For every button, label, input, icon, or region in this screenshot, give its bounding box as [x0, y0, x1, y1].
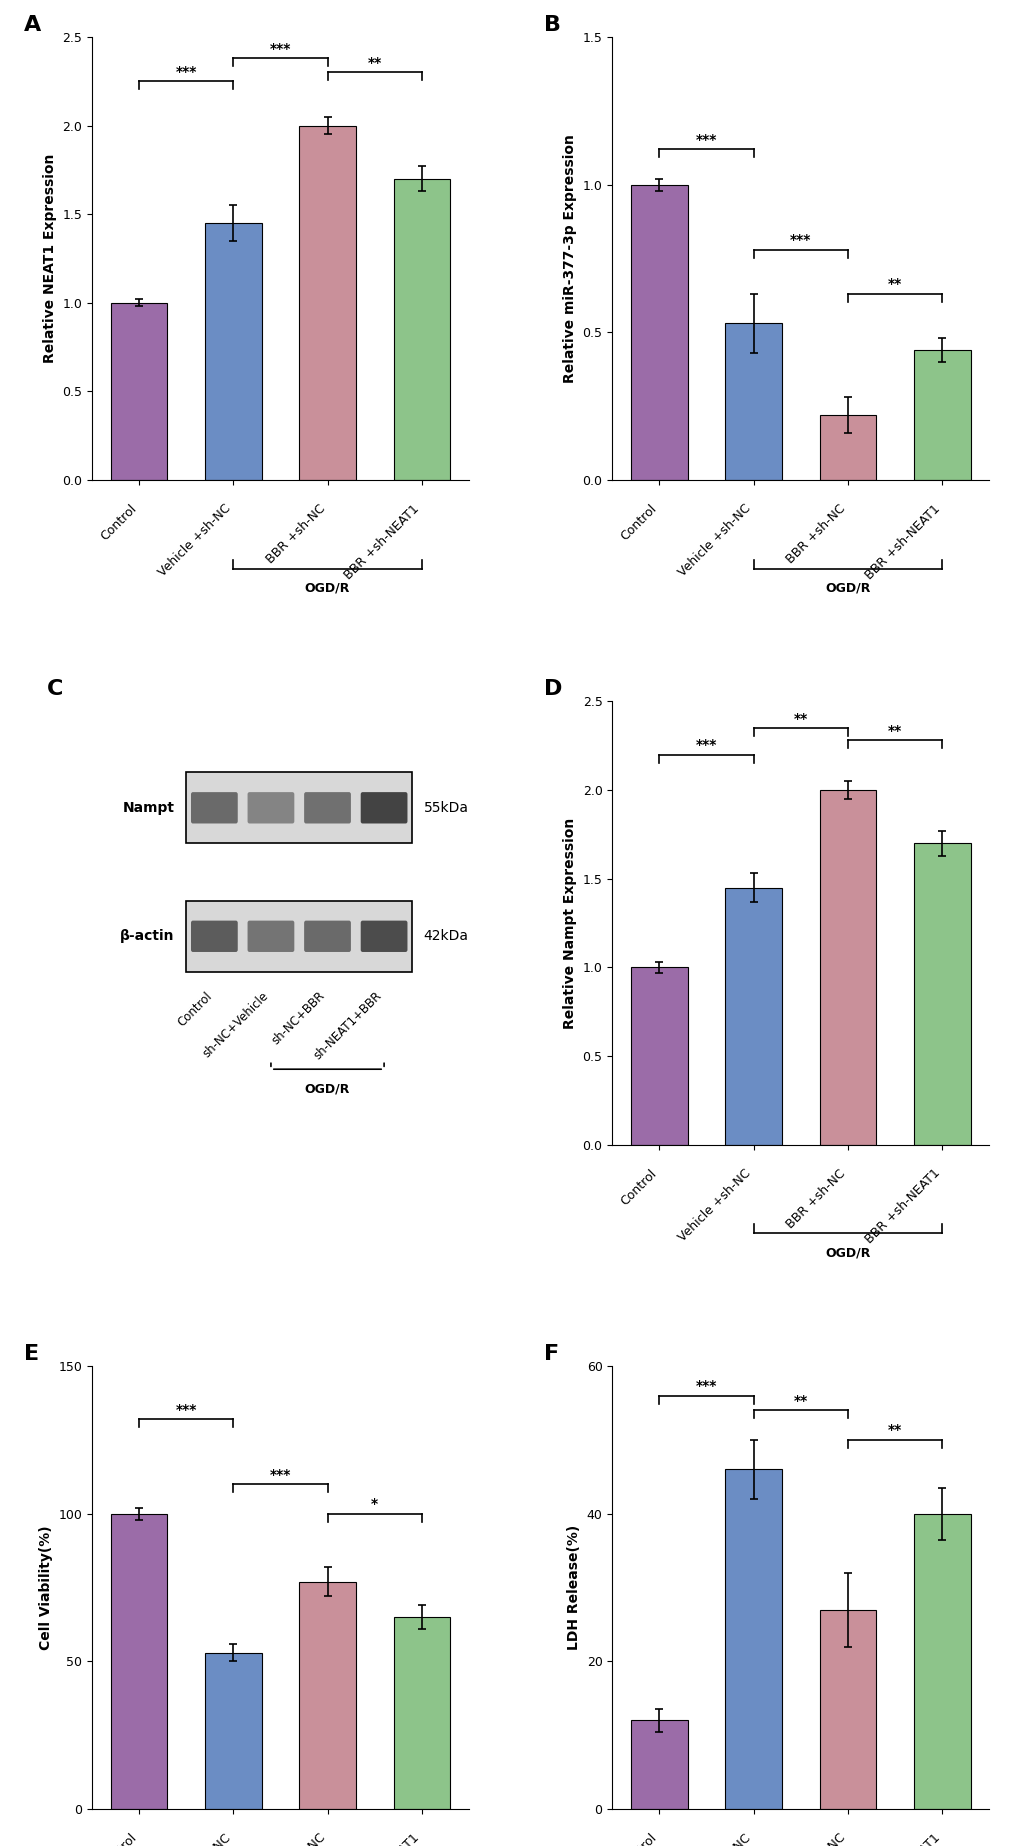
Text: ***: ***: [790, 233, 811, 247]
FancyBboxPatch shape: [304, 921, 351, 953]
Text: BBR +sh-NEAT1: BBR +sh-NEAT1: [862, 1167, 942, 1246]
Text: C: C: [47, 679, 63, 700]
Text: **: **: [793, 713, 807, 725]
Bar: [725, 1469, 782, 1809]
FancyBboxPatch shape: [248, 792, 294, 823]
Text: Control: Control: [174, 989, 214, 1028]
Text: B: B: [544, 15, 560, 35]
Text: Vehicle +sh-NC: Vehicle +sh-NC: [676, 502, 753, 580]
Text: OGD/R: OGD/R: [305, 581, 350, 594]
Y-axis label: Relative NEAT1 Expression: Relative NEAT1 Expression: [43, 153, 56, 364]
Text: D: D: [544, 679, 562, 700]
Text: BBR +sh-NC: BBR +sh-NC: [263, 1831, 327, 1846]
Text: **: **: [888, 277, 902, 292]
FancyBboxPatch shape: [361, 921, 407, 953]
Text: OGD/R: OGD/R: [824, 1246, 870, 1259]
Y-axis label: Relative Nampt Expression: Relative Nampt Expression: [562, 818, 577, 1028]
Bar: [725, 888, 782, 1145]
Text: BBR +sh-NEAT1: BBR +sh-NEAT1: [862, 502, 942, 581]
Bar: [205, 223, 261, 480]
Text: BBR +sh-NC: BBR +sh-NC: [784, 1167, 847, 1231]
Text: ***: ***: [269, 1468, 290, 1482]
Text: ***: ***: [175, 65, 197, 79]
Bar: [725, 323, 782, 480]
Y-axis label: Relative miR-377-3p Expression: Relative miR-377-3p Expression: [562, 135, 577, 382]
Text: BBR +sh-NC: BBR +sh-NC: [784, 502, 847, 567]
Text: **: **: [793, 1394, 807, 1408]
Text: **: **: [367, 55, 381, 70]
Text: 55kDa: 55kDa: [423, 801, 468, 814]
Text: Nampt: Nampt: [122, 801, 174, 814]
Text: sh-NEAT1+BBR: sh-NEAT1+BBR: [311, 989, 384, 1063]
FancyBboxPatch shape: [304, 792, 351, 823]
Text: Control: Control: [618, 1167, 658, 1207]
Text: β-actin: β-actin: [120, 929, 174, 943]
Bar: [393, 1617, 449, 1809]
Text: Control: Control: [98, 1831, 139, 1846]
Text: 42kDa: 42kDa: [423, 929, 468, 943]
Text: E: E: [23, 1344, 39, 1364]
Text: BBR +sh-NC: BBR +sh-NC: [784, 1831, 847, 1846]
Bar: [631, 967, 687, 1145]
Bar: [819, 1610, 875, 1809]
Bar: [299, 126, 356, 480]
Text: Control: Control: [98, 502, 139, 543]
Bar: [110, 1514, 167, 1809]
Text: BBR +sh-NEAT1: BBR +sh-NEAT1: [341, 502, 422, 581]
FancyBboxPatch shape: [185, 772, 412, 844]
Text: **: **: [888, 724, 902, 738]
FancyBboxPatch shape: [361, 792, 407, 823]
Bar: [913, 844, 970, 1145]
Bar: [631, 1720, 687, 1809]
Text: BBR +sh-NEAT1: BBR +sh-NEAT1: [341, 1831, 422, 1846]
Y-axis label: Cell Viability(%): Cell Viability(%): [39, 1525, 53, 1650]
Text: ***: ***: [695, 1379, 716, 1394]
FancyBboxPatch shape: [185, 901, 412, 971]
Text: Vehicle +sh-NC: Vehicle +sh-NC: [676, 1831, 753, 1846]
Bar: [631, 185, 687, 480]
Text: A: A: [23, 15, 41, 35]
Text: BBR +sh-NEAT1: BBR +sh-NEAT1: [862, 1831, 942, 1846]
Text: Control: Control: [618, 1831, 658, 1846]
Bar: [913, 1514, 970, 1809]
Text: ***: ***: [269, 42, 290, 55]
Text: Control: Control: [618, 502, 658, 543]
Text: Vehicle +sh-NC: Vehicle +sh-NC: [156, 502, 233, 580]
FancyBboxPatch shape: [191, 921, 237, 953]
Bar: [393, 179, 449, 480]
Text: sh-NC+Vehicle: sh-NC+Vehicle: [200, 989, 271, 1060]
Text: sh-NC+BBR: sh-NC+BBR: [269, 989, 327, 1049]
Text: BBR +sh-NC: BBR +sh-NC: [263, 502, 327, 567]
Text: ***: ***: [175, 1403, 197, 1418]
Text: Vehicle +sh-NC: Vehicle +sh-NC: [156, 1831, 233, 1846]
Text: **: **: [888, 1423, 902, 1438]
Bar: [819, 415, 875, 480]
Text: ***: ***: [695, 133, 716, 148]
Bar: [819, 790, 875, 1145]
FancyBboxPatch shape: [191, 792, 237, 823]
Text: *: *: [371, 1497, 378, 1512]
Text: OGD/R: OGD/R: [824, 581, 870, 594]
Text: ***: ***: [695, 738, 716, 753]
Text: OGD/R: OGD/R: [305, 1082, 350, 1095]
Bar: [299, 1582, 356, 1809]
Y-axis label: LDH Release(%): LDH Release(%): [567, 1525, 581, 1650]
Bar: [110, 303, 167, 480]
Text: F: F: [544, 1344, 559, 1364]
Text: Vehicle +sh-NC: Vehicle +sh-NC: [676, 1167, 753, 1244]
Bar: [205, 1652, 261, 1809]
FancyBboxPatch shape: [248, 921, 294, 953]
Bar: [913, 351, 970, 480]
